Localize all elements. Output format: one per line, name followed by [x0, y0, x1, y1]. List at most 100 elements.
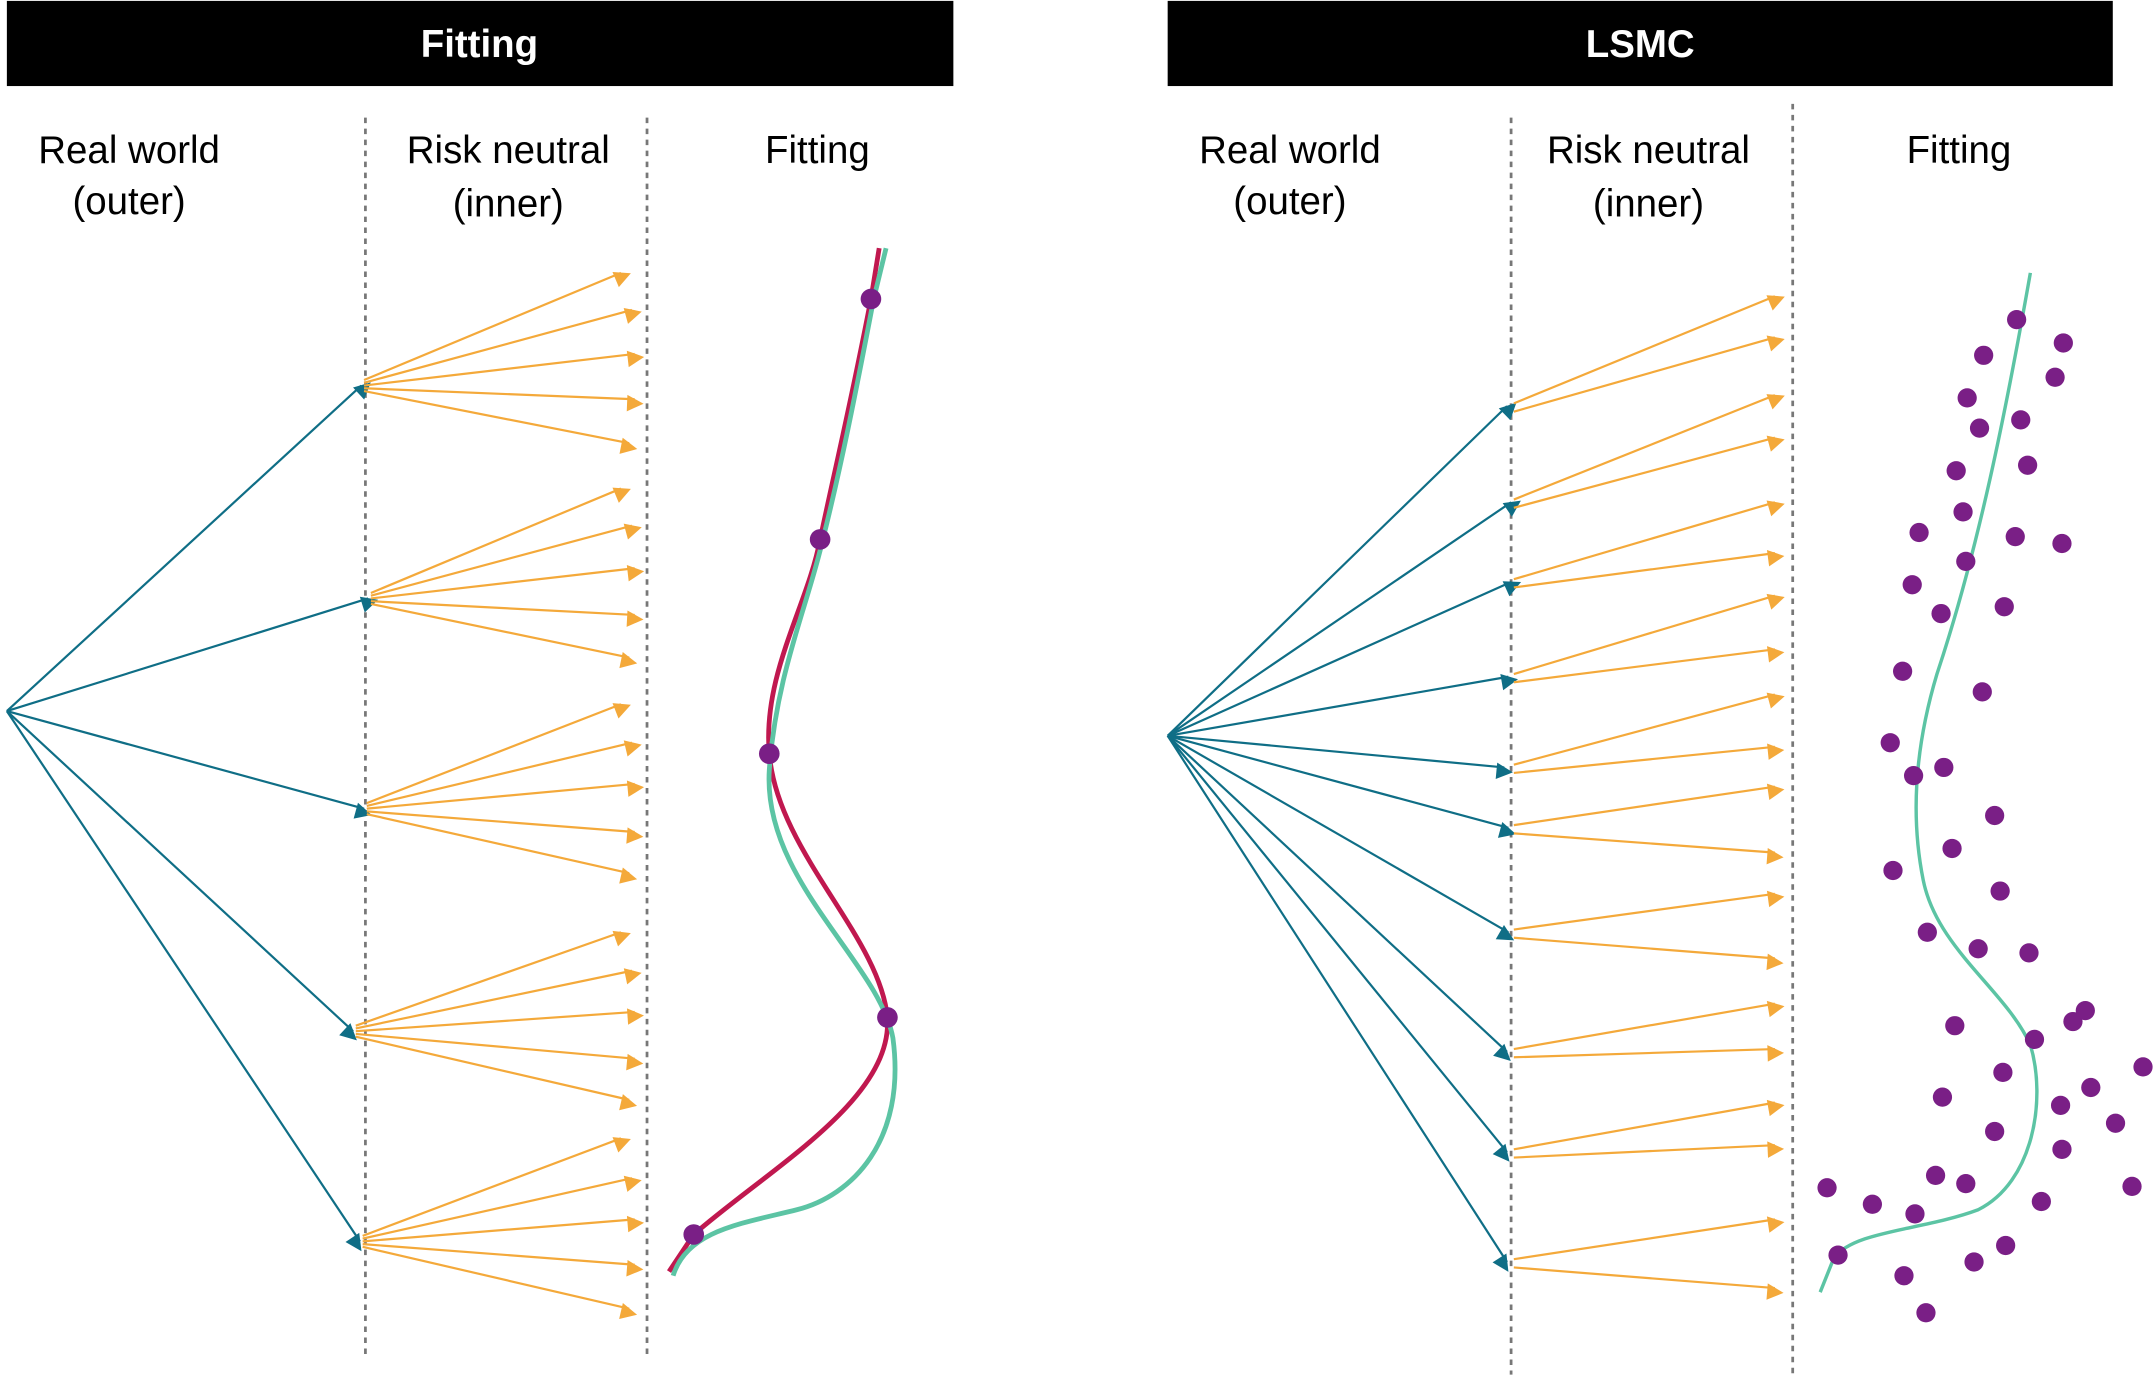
inner-arrow: [370, 487, 631, 594]
inner-arrow: [1513, 593, 1785, 676]
inner-arrow: [1513, 1266, 1784, 1300]
data-point: [758, 743, 780, 764]
data-point: [2052, 533, 2072, 554]
data-point: [1902, 575, 1922, 595]
data-point: [809, 529, 831, 550]
inner-arrow: [362, 1215, 645, 1243]
inner-arrow: [370, 564, 645, 600]
inner-arrow: [1513, 743, 1785, 775]
panel-title: Fitting: [421, 23, 538, 66]
inner-arrow: [1513, 335, 1785, 413]
inner-arrow: [362, 1243, 644, 1277]
data-point: [2053, 333, 2073, 353]
outer-arrow: [1166, 735, 1511, 1061]
data-point: [1817, 1178, 1837, 1198]
data-point: [1934, 757, 1954, 778]
data-point: [1985, 805, 2005, 826]
data-point: [877, 1007, 898, 1028]
inner-arrow: [1513, 500, 1785, 581]
data-point: [1942, 838, 1962, 859]
col-label-fitting: Fitting: [1907, 129, 2012, 172]
data-point: [1993, 1062, 2013, 1083]
inner-arrow: [1513, 1045, 1785, 1062]
data-point: [2011, 410, 2031, 430]
data-point: [683, 1224, 705, 1245]
outer-arrow: [1167, 734, 1515, 941]
data-point: [1905, 1204, 1925, 1224]
panel-fitting: Fitting Real world (outer) Risk neutral (i…: [5, 0, 954, 1355]
data-point: [1946, 461, 1966, 481]
inner-arrow: [366, 703, 631, 805]
inner-arrow: [355, 968, 642, 1030]
inner-arrow: [362, 1175, 642, 1240]
data-point: [1968, 939, 1988, 959]
inner-arrow: [1513, 1216, 1785, 1261]
outer-arrow: [6, 382, 371, 712]
inner-arrow: [1513, 1000, 1785, 1051]
inner-arrow: [1513, 692, 1785, 766]
inner-arrow: [363, 387, 644, 412]
outer-arrow: [1167, 580, 1522, 737]
data-point: [1996, 1235, 2016, 1256]
inner-arrow: [1513, 1099, 1785, 1151]
data-point: [1862, 1194, 1883, 1214]
inner-arrow: [370, 523, 642, 597]
fit-curve-teal: [1818, 272, 2039, 1293]
data-point: [1828, 1245, 1848, 1265]
data-point: [2005, 527, 2025, 547]
data-point: [2133, 1057, 2153, 1077]
col-label-risk-neutral: Risk neutral (inner): [407, 129, 610, 226]
data-point: [2031, 1191, 2051, 1212]
outer-arrow: [1166, 402, 1517, 737]
panel-lsmc: LSMC Real world (outer) Risk neutral (inne…: [1166, 0, 2153, 1375]
outer-arrow: [1167, 500, 1521, 737]
outer-arrow: [5, 710, 362, 1252]
header-bar: [6, 0, 954, 87]
data-point: [1880, 733, 1900, 753]
data-point: [2081, 1077, 2101, 1098]
inner-arrow: [355, 1008, 644, 1033]
data-point: [2007, 309, 2027, 330]
col-label-real-world: Real world (outer): [38, 129, 220, 223]
inner-arrow: [363, 307, 642, 384]
inner-arrow: [362, 1245, 638, 1320]
outer-arrow: [1167, 734, 1513, 780]
outer-arrow: [1167, 734, 1517, 838]
inner-arrow: [1513, 435, 1785, 509]
data-point: [1945, 1016, 1965, 1036]
data-point: [2122, 1176, 2142, 1197]
data-point: [2018, 455, 2038, 475]
data-point: [1932, 1087, 1953, 1107]
inner-arrow: [363, 271, 631, 382]
outer-arrow: [6, 596, 379, 713]
inner-arrow: [1513, 832, 1784, 865]
data-point: [1916, 1303, 1936, 1323]
inner-arrow: [363, 389, 638, 454]
panel-title: LSMC: [1586, 23, 1695, 66]
data-point: [2075, 1000, 2095, 1021]
data-point: [1892, 661, 1913, 681]
data-point: [1953, 502, 1973, 522]
inner-arrow: [1513, 890, 1785, 931]
data-point: [2063, 1011, 2083, 1032]
inner-arrow: [366, 740, 642, 807]
data-point: [1909, 522, 1929, 543]
outer-arrow: [6, 710, 357, 1041]
data-point: [1972, 682, 1992, 702]
data-point: [2045, 367, 2065, 387]
data-point: [2052, 1139, 2072, 1159]
inner-arrow: [355, 1032, 644, 1071]
data-point: [2024, 1029, 2045, 1050]
inner-arrow: [1513, 550, 1785, 589]
inner-arrow: [1513, 295, 1785, 405]
data-point: [1964, 1252, 1984, 1272]
inner-arrow: [366, 813, 638, 884]
data-point: [1956, 551, 1976, 571]
data-point: [1957, 388, 1977, 408]
data-point: [2019, 943, 2039, 963]
col-label-fitting: Fitting: [765, 129, 870, 172]
data-point: [1931, 603, 1951, 624]
data-point: [1985, 1121, 2005, 1142]
inner-arrow: [362, 1137, 631, 1237]
inner-arrow: [366, 780, 645, 810]
